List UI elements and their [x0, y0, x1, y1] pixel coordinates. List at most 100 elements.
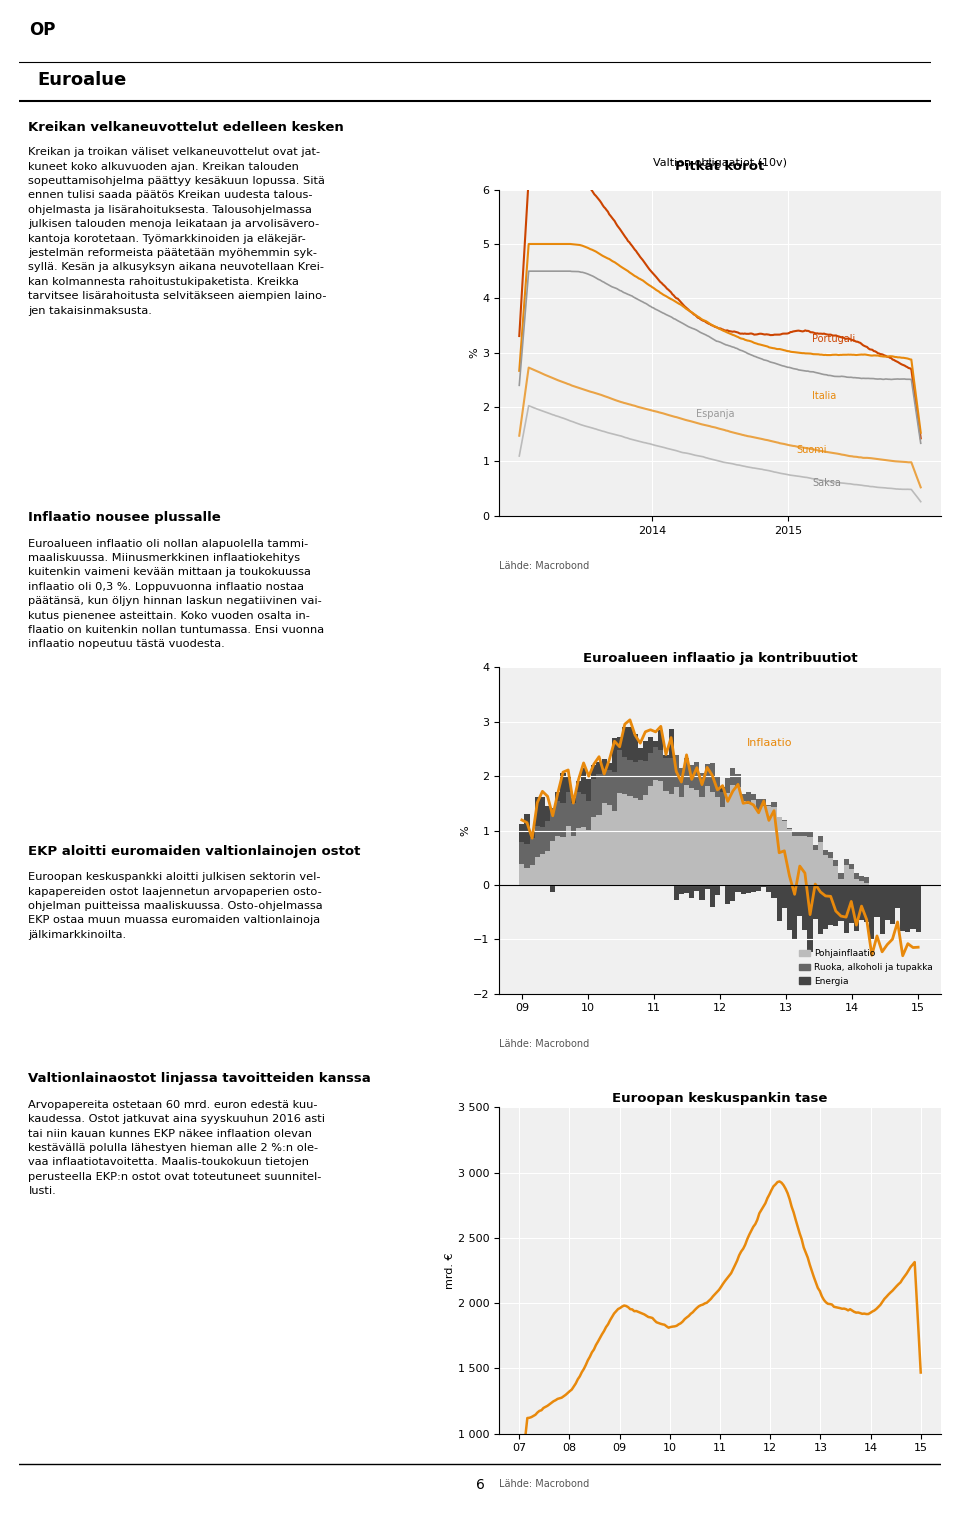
Bar [709, 792, 715, 884]
Bar [663, 755, 668, 758]
Bar [530, 833, 535, 837]
Bar [766, 804, 772, 807]
Bar [859, 875, 864, 881]
Bar [627, 760, 633, 795]
Bar [844, 859, 849, 865]
Bar [895, 884, 900, 895]
Bar [540, 854, 545, 884]
Bar [674, 755, 679, 787]
Bar [859, 884, 864, 921]
Bar [530, 865, 535, 884]
Bar [756, 884, 761, 890]
Bar [720, 792, 725, 807]
Bar [622, 727, 627, 757]
Bar [519, 865, 524, 884]
Text: Inflaatio nousee plussalle: Inflaatio nousee plussalle [29, 511, 221, 523]
Bar [571, 836, 576, 884]
Bar [751, 801, 756, 884]
Bar [833, 884, 838, 927]
Bar [772, 802, 777, 807]
Bar [668, 758, 674, 793]
Bar [653, 740, 659, 748]
Bar [715, 884, 720, 895]
Bar [591, 765, 596, 778]
Bar [535, 857, 540, 884]
Bar [720, 787, 725, 792]
Bar [725, 793, 731, 884]
Bar [607, 806, 612, 884]
Text: Euroopan keskuspankki aloitti julkisen sektorin vel-
kapapereiden ostot laajenne: Euroopan keskuspankki aloitti julkisen s… [29, 872, 324, 941]
Bar [797, 831, 803, 836]
Bar [740, 793, 746, 801]
Bar [900, 884, 905, 931]
Bar [838, 874, 844, 878]
Bar [602, 771, 607, 802]
Bar [555, 792, 561, 801]
Bar [705, 786, 709, 884]
Text: Kreikan velkaneuvottelut edelleen kesken: Kreikan velkaneuvottelut edelleen kesken [29, 121, 345, 133]
Bar [561, 772, 565, 802]
Bar [694, 884, 700, 890]
Bar [565, 777, 571, 792]
Bar [746, 792, 751, 804]
Bar [720, 807, 725, 884]
Bar [571, 804, 576, 836]
Bar [715, 796, 720, 884]
Bar [591, 818, 596, 884]
Bar [633, 798, 637, 884]
Text: EKP aloitti euromaiden valtionlainojen ostot: EKP aloitti euromaiden valtionlainojen o… [29, 845, 361, 857]
Bar [875, 890, 879, 897]
Bar [540, 827, 545, 854]
Bar [900, 895, 905, 901]
Bar [772, 807, 777, 884]
Y-axis label: %: % [460, 825, 470, 836]
Bar [828, 853, 833, 857]
Title: Pitkät korot: Pitkät korot [676, 161, 764, 173]
Bar [777, 884, 781, 921]
Bar [885, 884, 890, 919]
Bar [803, 831, 807, 836]
Bar [725, 778, 731, 793]
Bar [581, 793, 587, 827]
Bar [890, 884, 895, 895]
Bar [587, 801, 591, 830]
Bar [905, 884, 910, 933]
Bar [885, 895, 890, 901]
Bar [838, 874, 844, 884]
Bar [761, 799, 766, 806]
Bar [519, 824, 524, 842]
Bar [709, 884, 715, 907]
Bar [637, 748, 643, 760]
Bar [524, 868, 530, 884]
Bar [731, 786, 735, 884]
Bar [555, 836, 561, 884]
Bar [633, 734, 637, 762]
Y-axis label: mrd. €: mrd. € [445, 1252, 455, 1289]
Bar [875, 884, 879, 916]
Bar [823, 884, 828, 930]
Bar [545, 821, 550, 851]
Bar [545, 806, 550, 821]
Bar [879, 887, 885, 892]
Bar [530, 837, 535, 865]
Bar [751, 795, 756, 801]
Bar [550, 842, 555, 884]
Legend: Pohjainflaatio, Ruoka, alkoholi ja tupakka, Energia: Pohjainflaatio, Ruoka, alkoholi ja tupak… [796, 947, 936, 989]
Bar [916, 884, 921, 895]
Bar [550, 809, 555, 842]
Bar [694, 762, 700, 790]
Bar [565, 825, 571, 884]
Bar [869, 884, 875, 892]
Bar [602, 802, 607, 884]
Bar [910, 884, 916, 928]
Bar [684, 884, 689, 894]
Bar [735, 787, 740, 884]
Text: Espanja: Espanja [696, 410, 734, 419]
Bar [864, 884, 869, 922]
Bar [524, 845, 530, 868]
Bar [643, 795, 648, 884]
Bar [879, 884, 885, 934]
Bar [813, 884, 818, 919]
Bar [679, 768, 684, 796]
Text: Euroalue: Euroalue [37, 71, 127, 90]
